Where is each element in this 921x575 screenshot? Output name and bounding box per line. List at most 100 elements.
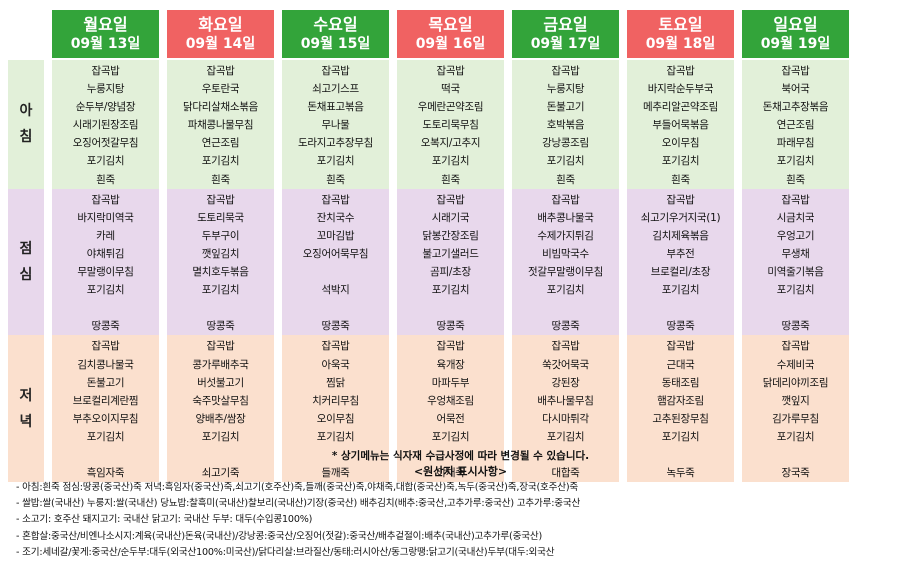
menu-item: 햄감자조림	[657, 394, 704, 407]
menu-item: 땅콩죽	[551, 320, 580, 333]
menu-item: 포기김치	[201, 430, 240, 443]
day-date: 09월 18일	[645, 36, 716, 52]
menu-item: 부추전	[666, 247, 695, 260]
menu-change-notice: * 상기메뉴는 식자재 수급사정에 따라 변경될 수 있습니다.	[331, 450, 590, 462]
day-header-sat: 토요일 09월 18일	[627, 10, 734, 58]
menu-item: 두부구이	[201, 229, 240, 242]
menu-item: 강낭콩조림	[542, 137, 589, 150]
breakfast-day-4: 잡곡밥 누룽지탕 돈불고기 호박볶음 강낭콩조림 포기김치 흰죽	[512, 60, 619, 189]
menu-item: 땅콩죽	[781, 320, 810, 333]
menu-item: 포기김치	[546, 284, 585, 297]
day-header-tue: 화요일 09월 14일	[167, 10, 274, 58]
menu-item: 멸치호두볶음	[192, 266, 249, 279]
origin-title: <원산지 표시사항>	[413, 465, 508, 478]
menu-item: 파채콩나물무침	[187, 119, 254, 132]
menu-item: 포기김치	[86, 430, 125, 443]
day-date: 09월 19일	[760, 36, 831, 52]
menu-item: 수제가지튀김	[537, 229, 594, 242]
menu-item: 시금치국	[776, 211, 815, 224]
menu-item: 잡곡밥	[91, 340, 120, 353]
day-name: 토요일	[658, 15, 703, 34]
lunch-day-0: 잡곡밥 바지락미역국 카레 야채튀김 무말랭이무침 포기김치 땅콩죽	[52, 188, 159, 336]
menu-item: 오이무침	[661, 137, 700, 150]
menu-item: 브로컬리계란찜	[72, 394, 139, 407]
menu-item: 포기김치	[776, 430, 815, 443]
menu-item: 돈불고기	[86, 376, 125, 389]
menu-item: 브로컬리/초장	[650, 266, 711, 279]
menu-item: 땅콩죽	[206, 320, 235, 333]
breakfast-day-0: 잡곡밥 누룽지탕 순두부/양념장 시래기된장조림 오징어젓갈무침 포기김치 흰죽	[52, 60, 159, 189]
menu-item: 연근조림	[201, 137, 240, 150]
origin-line: - 소고기: 호주산 돼지고기: 국내산 닭고기: 국내산 두부: 대두(수입콩…	[16, 514, 313, 526]
menu-item: 배추콩나물국	[537, 211, 594, 224]
lunch-day-1: 잡곡밥 도토리묵국 두부구이 깻잎김치 멸치호두볶음 포기김치 땅콩죽	[167, 188, 274, 336]
menu-item: 포기김치	[201, 284, 240, 297]
menu-item: 북어국	[781, 83, 810, 96]
menu-item: 근대국	[666, 358, 695, 371]
menu-item: 마파두부	[431, 376, 470, 389]
breakfast-day-6: 잡곡밥 북어국 돈채고추장볶음 연근조림 파래무침 포기김치 흰죽	[742, 60, 849, 189]
menu-item: 포기김치	[201, 155, 240, 168]
menu-item: 미역줄기볶음	[767, 266, 824, 279]
menu-item: 콩가루배추국	[192, 358, 249, 371]
dinner-day-5: 잡곡밥 근대국 동태조림 햄감자조림 고추된장무침 포기김치 녹두죽	[627, 335, 734, 483]
menu-item: 무나물	[321, 119, 350, 132]
dinner-day-1: 잡곡밥 콩가루배추국 버섯불고기 숙주맛살무침 양배추/쌈장 포기김치 쇠고기죽	[167, 335, 274, 483]
menu-item: 녹두죽	[666, 467, 695, 480]
menu-item	[627, 299, 734, 317]
menu-item: 쇠고기우거지국(1)	[640, 211, 721, 224]
day-date: 09월 13일	[70, 36, 141, 52]
menu-item: 쑥갓어묵국	[542, 358, 589, 371]
day-name: 금요일	[543, 15, 588, 34]
menu-item: 포기김치	[776, 284, 815, 297]
menu-item	[167, 299, 274, 317]
dinner-day-3: 잡곡밥 육개장 마파두부 우엉채조림 어묵전 포기김치 야채죽	[397, 335, 504, 483]
menu-item: 오징어어묵무침	[302, 247, 369, 260]
breakfast-day-2: 잡곡밥 쇠고기스프 돈채표고볶음 무나물 도라지고추장무침 포기김치 흰죽	[282, 60, 389, 189]
menu-item: 포기김치	[431, 155, 470, 168]
menu-item: 야채죽	[436, 467, 465, 480]
menu-item: 잡곡밥	[321, 193, 350, 206]
lunch-day-6: 잡곡밥 시금치국 우엉고기 무생채 미역줄기볶음 포기김치 땅콩죽	[742, 188, 849, 336]
menu-item	[282, 299, 389, 317]
notes-section: * 상기메뉴는 식자재 수급사정에 따라 변경될 수 있습니다. <원산지 표시…	[0, 448, 921, 561]
menu-item: 다시마튀각	[542, 412, 589, 425]
menu-item: 포기김치	[661, 284, 700, 297]
menu-item: 흰죽	[556, 173, 575, 186]
menu-item: 포기김치	[316, 430, 355, 443]
menu-item: 야채튀김	[86, 247, 125, 260]
menu-item: 수제비국	[776, 358, 815, 371]
menu-item: 땅콩죽	[91, 320, 120, 333]
day-header-wed: 수요일 09월 15일	[282, 10, 389, 58]
day-date: 09월 16일	[415, 36, 486, 52]
menu-item: 포기김치	[86, 155, 125, 168]
day-name: 일요일	[773, 15, 818, 34]
menu-item: 잡곡밥	[436, 340, 465, 353]
menu-item: 포기김치	[86, 284, 125, 297]
day-date: 09월 14일	[185, 36, 256, 52]
menu-item	[397, 299, 504, 317]
menu-item: 잡곡밥	[551, 340, 580, 353]
menu-item: 잡곡밥	[781, 340, 810, 353]
menu-item: 우메란곤약조림	[417, 101, 484, 114]
menu-item: 흰죽	[671, 173, 690, 186]
menu-item: 닭데리야끼조림	[762, 376, 829, 389]
menu-item: 잔치국수	[316, 211, 355, 224]
day-date: 09월 15일	[300, 36, 371, 52]
day-header-mon: 월요일 09월 13일	[52, 10, 159, 58]
menu-item: 떡국	[441, 83, 460, 96]
menu-item: 오이무침	[316, 412, 355, 425]
menu-item: 찜닭	[326, 376, 345, 389]
menu-item: 잡곡밥	[206, 65, 235, 77]
lunch-day-3: 잡곡밥 시래기국 닭봉간장조림 불고기샐러드 곰피/초장 포기김치 땅콩죽	[397, 188, 504, 336]
menu-item: 잡곡밥	[666, 65, 695, 77]
menu-item: 흰죽	[441, 173, 460, 186]
menu-item: 우엉채조림	[427, 394, 474, 407]
meal-label-char: 점	[19, 241, 33, 258]
menu-item: 버섯불고기	[197, 376, 244, 389]
menu-item: 동태조림	[661, 376, 700, 389]
menu-item: 김치제육볶음	[652, 229, 709, 242]
menu-item: 흑임자죽	[86, 467, 125, 480]
weekly-menu-table: 월요일 09월 13일 화요일 09월 14일 수요일 09월 15일 목요일 09월 …	[8, 10, 849, 483]
origin-line: - 혼합살:중국산/비엔나소시지:계육(국내산)돈육(국내산)/강낭콩:중국산/…	[16, 530, 543, 542]
